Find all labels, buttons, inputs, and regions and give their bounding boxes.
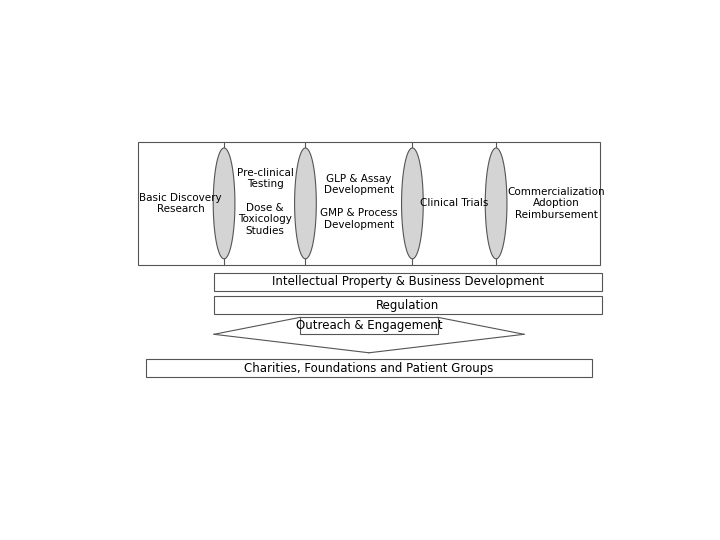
Text: Intellectual Property & Business Development: Intellectual Property & Business Develop…	[271, 275, 544, 288]
Bar	[300, 318, 438, 334]
Polygon shape	[485, 148, 507, 259]
Text: Pre-clinical
Testing

Dose &
Toxicology
Studies: Pre-clinical Testing Dose & Toxicology S…	[237, 168, 294, 236]
Polygon shape	[402, 148, 423, 259]
Bar	[138, 142, 600, 265]
Text: Regulation: Regulation	[376, 299, 439, 312]
Text: Outreach & Engagement: Outreach & Engagement	[296, 319, 442, 332]
Bar	[214, 273, 601, 291]
Text: Clinical Trials: Clinical Trials	[420, 198, 488, 208]
Text: Basic Discovery
Research: Basic Discovery Research	[140, 193, 222, 214]
Polygon shape	[213, 148, 235, 259]
Text: GLP & Assay
Development

GMP & Process
Development: GLP & Assay Development GMP & Process De…	[320, 174, 397, 230]
Text: Charities, Foundations and Patient Groups: Charities, Foundations and Patient Group…	[244, 362, 494, 375]
Bar	[145, 359, 593, 377]
Text: Commercialization
Adoption
Reimbursement: Commercialization Adoption Reimbursement	[508, 187, 606, 220]
Bar	[214, 296, 601, 314]
Polygon shape	[294, 148, 316, 259]
